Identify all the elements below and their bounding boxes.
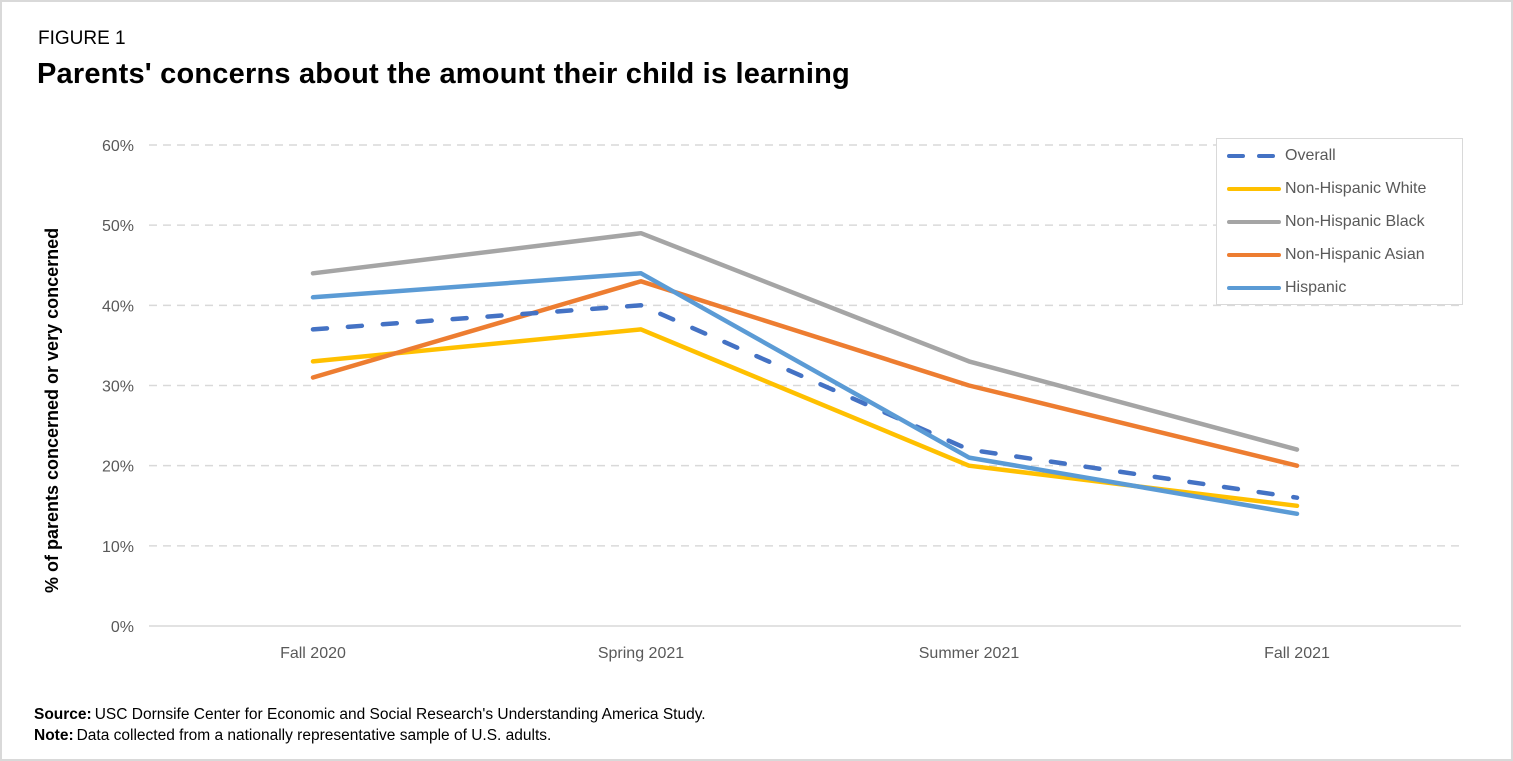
- y-tick-label: 10%: [102, 539, 134, 556]
- legend-item-asian: Non-Hispanic Asian: [1225, 245, 1425, 265]
- legend-swatch-asian: [1227, 253, 1281, 257]
- series-line-hispanic: [310, 271, 1300, 517]
- legend-item-black: Non-Hispanic Black: [1225, 212, 1425, 232]
- legend-swatch-black: [1227, 220, 1281, 224]
- legend: Overall Non-Hispanic White Non-Hispanic …: [1216, 138, 1463, 305]
- x-tick-label: Spring 2021: [598, 645, 684, 662]
- series-lines: [310, 230, 1300, 517]
- legend-swatch-hispanic: [1227, 286, 1281, 290]
- legend-label: Non-Hispanic Asian: [1285, 246, 1425, 263]
- legend-item-overall: Overall: [1225, 146, 1336, 166]
- source-label: Source:: [34, 706, 92, 723]
- series-line-non-hispanic-white: [310, 327, 1300, 509]
- y-tick-label: 30%: [102, 379, 134, 396]
- source-note: Source: USC Dornsife Center for Economic …: [34, 706, 706, 724]
- legend-label: Overall: [1285, 147, 1336, 164]
- y-axis-ticks: 0% 10% 20% 30% 40% 50% 60%: [102, 138, 134, 636]
- y-tick-label: 40%: [102, 298, 134, 315]
- x-tick-label: Summer 2021: [919, 645, 1020, 662]
- source-text: USC Dornsife Center for Economic and Soc…: [94, 706, 706, 723]
- series-line-overall: [310, 303, 1300, 500]
- y-tick-label: 50%: [102, 218, 134, 235]
- legend-label: Non-Hispanic White: [1285, 180, 1427, 197]
- chart-title: Parents' concerns about the amount their…: [37, 58, 850, 90]
- x-axis-ticks: Fall 2020 Spring 2021 Summer 2021 Fall 2021: [280, 645, 1330, 662]
- series-line-non-hispanic-asian: [310, 279, 1300, 468]
- legend-swatch-white: [1227, 187, 1281, 191]
- y-tick-label: 20%: [102, 459, 134, 476]
- x-tick-label: Fall 2021: [1264, 645, 1330, 662]
- legend-label: Hispanic: [1285, 279, 1347, 296]
- legend-item-hispanic: Hispanic: [1225, 278, 1346, 298]
- data-note: Note: Data collected from a nationally re…: [34, 727, 551, 745]
- series-line-non-hispanic-black: [310, 230, 1300, 452]
- legend-swatch-overall: [1227, 154, 1281, 158]
- y-tick-label: 0%: [111, 619, 134, 636]
- y-tick-label: 60%: [102, 138, 134, 155]
- x-tick-label: Fall 2020: [280, 645, 346, 662]
- legend-item-white: Non-Hispanic White: [1225, 179, 1426, 199]
- figure-label: FIGURE 1: [38, 28, 126, 49]
- note-label: Note:: [34, 727, 74, 744]
- legend-label: Non-Hispanic Black: [1285, 213, 1425, 230]
- note-text: Data collected from a nationally represe…: [76, 727, 552, 744]
